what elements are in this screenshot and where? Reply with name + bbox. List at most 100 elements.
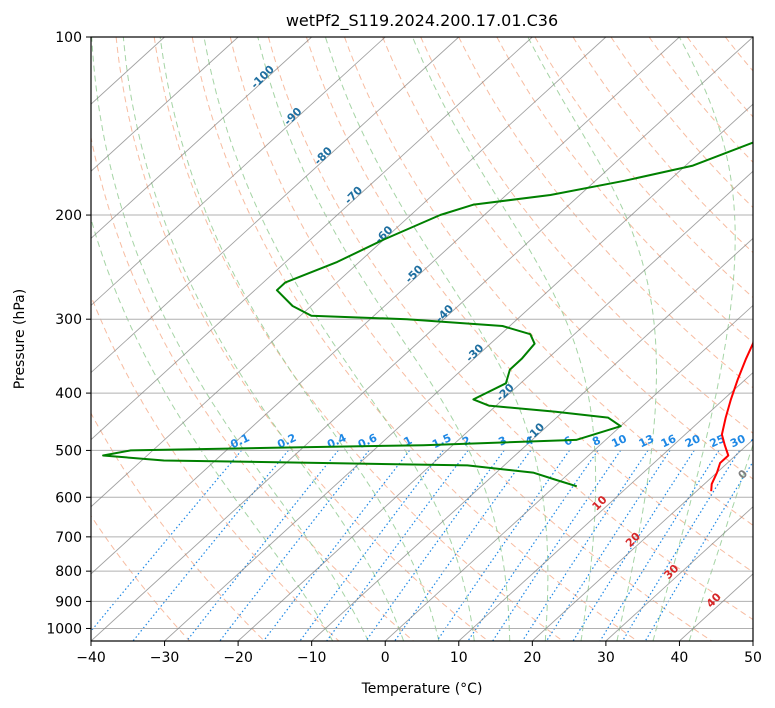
dry-adiabat-line <box>420 37 753 434</box>
isotherm-line <box>91 37 753 641</box>
mixing-ratio-label: 20 <box>683 432 703 450</box>
isotherm-line <box>91 37 460 374</box>
dry-adiabat-line <box>724 37 753 72</box>
mixing-ratio-label: 16 <box>659 432 679 450</box>
x-tick-label: 20 <box>523 650 541 666</box>
x-axis: −40 −30 −20 −10 0 10 20 30 40 50 <box>76 641 762 666</box>
moist-adiabat-label: 10 <box>590 493 610 513</box>
y-tick-label: 800 <box>55 564 82 580</box>
x-tick-label: 50 <box>744 650 762 666</box>
dry-adiabat-line <box>686 37 753 118</box>
mixing-ratio-line <box>521 450 649 641</box>
chart-title: wetPf2_S119.2024.200.17.01.C36 <box>286 11 558 31</box>
dry-adiabat-line <box>344 37 753 526</box>
isotherm-line <box>532 439 753 641</box>
x-tick-label: 30 <box>597 650 615 666</box>
y-tick-label: 600 <box>55 490 82 506</box>
isotherm-line <box>91 37 533 441</box>
mixing-ratio-label: 30 <box>728 432 748 450</box>
moist-adiabat-label: 30 <box>661 562 681 582</box>
mixing-ratio-lines <box>91 450 753 641</box>
moist-adiabat-line <box>257 37 511 641</box>
x-tick-label: −20 <box>223 650 253 666</box>
isotherm-line <box>752 640 753 641</box>
moist-adiabat-line <box>203 37 475 641</box>
temperature-line <box>710 341 753 492</box>
isotherm-line <box>91 37 239 172</box>
y-axis-title: Pressure (hPa) <box>12 289 28 389</box>
isotherm-line <box>164 103 753 641</box>
mixing-ratio-label: 3 <box>496 434 508 449</box>
moist-adiabat-line <box>688 443 753 641</box>
moist-adiabat-line <box>159 37 440 641</box>
x-axis-title: Temperature (°C) <box>361 681 483 697</box>
dewpoint-line <box>102 141 753 488</box>
mixing-ratio-line <box>326 450 469 641</box>
moist-adiabat-line <box>527 37 657 641</box>
y-tick-label: 200 <box>55 208 82 224</box>
moist-adiabat-label: 40 <box>704 590 724 610</box>
isotherm-line <box>311 237 753 641</box>
isotherm-line <box>91 37 386 307</box>
dry-adiabat-line <box>115 37 489 641</box>
moist-adiabat-label: 20 <box>623 530 643 550</box>
mixing-ratio-label: 36 <box>749 432 769 450</box>
moist-adiabat-line <box>91 37 369 641</box>
dry-adiabat-line <box>458 37 753 389</box>
mixing-ratio-line <box>91 450 242 632</box>
dry-adiabat-line <box>572 37 753 254</box>
mixing-ratio-label: 0.4 <box>325 431 348 451</box>
plot-frame <box>90 36 754 642</box>
y-axis: 100 200 300 400 500 600 700 800 900 1000 <box>46 30 91 637</box>
dry-adiabat-line <box>763 37 775 641</box>
dry-adiabat-line <box>91 515 191 641</box>
moist-adiabats <box>91 37 753 641</box>
moist-adiabat-line <box>652 37 736 641</box>
mixing-ratio-line <box>394 450 532 641</box>
isotherm-line <box>384 304 753 641</box>
mixing-ratio-label: 13 <box>637 432 656 450</box>
isotherm-label: -50 <box>403 262 426 285</box>
isotherm-label: -80 <box>312 144 335 167</box>
x-tick-label: −40 <box>76 650 106 666</box>
dry-adiabat-line <box>91 412 265 641</box>
y-tick-label: 500 <box>55 443 82 459</box>
dry-adiabat-line <box>229 37 713 641</box>
x-tick-label: −30 <box>150 650 180 666</box>
isotherm-line <box>237 170 753 641</box>
dry-adiabat-line <box>153 37 563 641</box>
y-tick-label: 100 <box>55 30 82 46</box>
dry-adiabat-line <box>91 294 340 641</box>
y-tick-label: 900 <box>55 594 82 610</box>
y-tick-label: 400 <box>55 386 82 402</box>
mixing-ratio-line <box>186 450 339 641</box>
mixing-ratio-line <box>263 450 410 641</box>
dry-adiabat-line <box>648 37 753 163</box>
mixing-ratio-line <box>622 450 740 641</box>
isotherm-line <box>91 37 680 575</box>
isotherm-line <box>458 371 753 641</box>
y-tick-label: 300 <box>55 312 82 328</box>
zero-label: 0 <box>736 467 751 482</box>
isotherm-line <box>91 37 607 508</box>
mixing-ratio-label: 10 <box>609 432 629 450</box>
x-tick-label: 10 <box>450 650 468 666</box>
isotherms <box>91 37 753 641</box>
moist-adiabat-line <box>412 37 597 641</box>
isotherm-label: -30 <box>463 341 486 364</box>
isotherm-line <box>91 37 312 239</box>
x-tick-label: 40 <box>671 650 689 666</box>
mixing-ratio-line <box>436 450 570 641</box>
y-tick-label: 1000 <box>46 621 82 637</box>
isotherm-label: -70 <box>342 184 365 207</box>
isotherm-label: -100 <box>248 62 277 91</box>
mixing-ratio-line <box>219 450 370 641</box>
mixing-ratio-line <box>132 450 289 641</box>
isotherm-line <box>605 506 753 641</box>
x-tick-label: −10 <box>297 650 327 666</box>
mixing-ratio-line <box>467 450 599 641</box>
dry-adiabat-line <box>191 37 638 641</box>
profile-series <box>102 141 753 492</box>
mixing-ratio-line <box>299 450 444 641</box>
